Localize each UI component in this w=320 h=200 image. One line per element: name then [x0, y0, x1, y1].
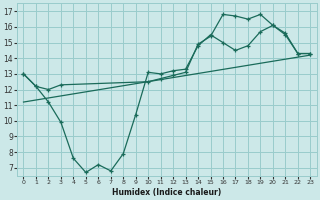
X-axis label: Humidex (Indice chaleur): Humidex (Indice chaleur)	[112, 188, 221, 197]
